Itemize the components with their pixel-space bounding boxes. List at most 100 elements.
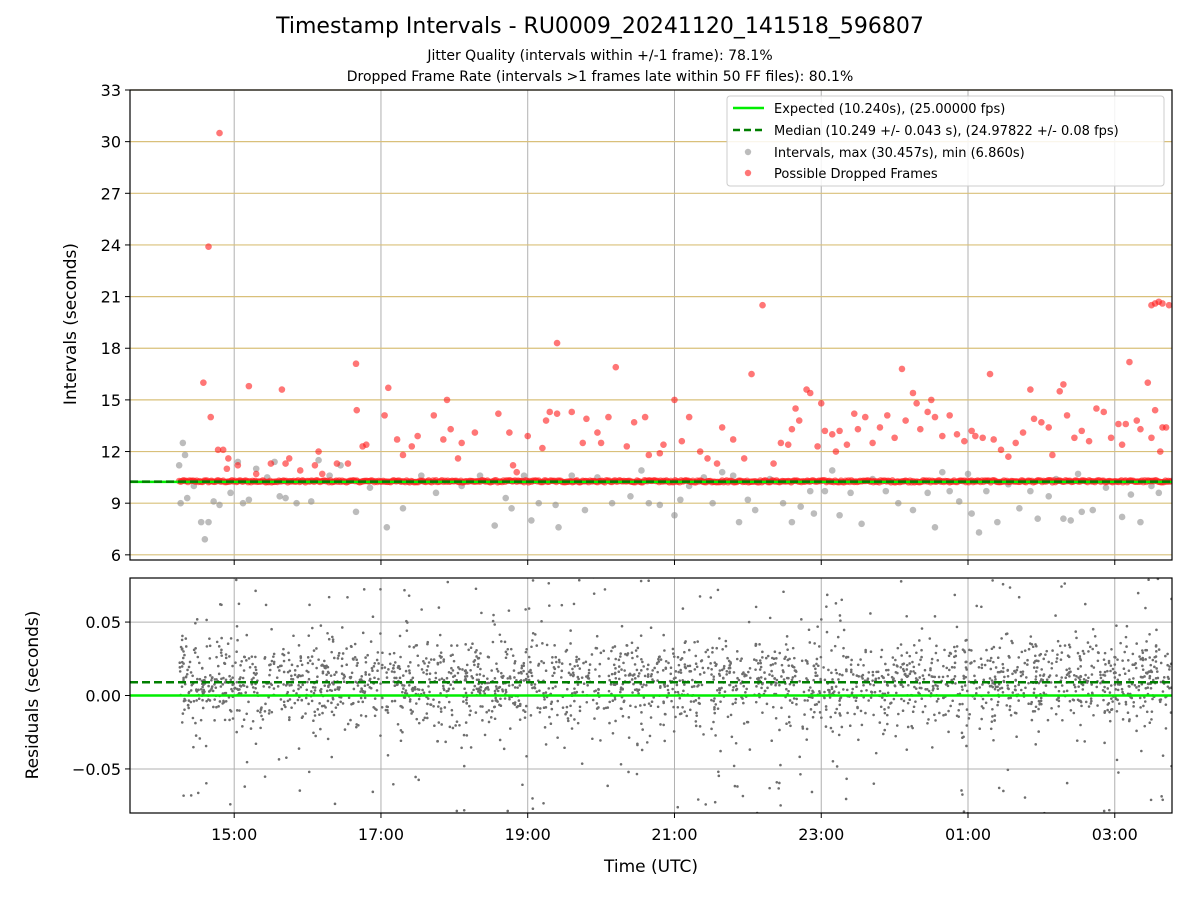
dropped-frame-point <box>207 413 215 421</box>
residual-point <box>1127 669 1131 673</box>
residual-point <box>607 657 610 660</box>
residual-point <box>927 718 930 721</box>
residual-point <box>1011 641 1014 645</box>
interval-point <box>931 523 939 531</box>
interval-point <box>656 501 664 509</box>
residual-point <box>377 662 380 665</box>
residual-point <box>210 678 213 682</box>
residual-point <box>592 592 596 595</box>
dropped-frame-point <box>939 432 946 440</box>
residual-point <box>803 713 806 716</box>
residual-point <box>1145 640 1148 643</box>
residual-point <box>1077 676 1080 679</box>
residual-point <box>537 664 540 667</box>
residual-point <box>549 702 553 706</box>
interval-point <box>645 499 653 507</box>
residual-point <box>1157 648 1161 651</box>
residual-point <box>465 701 468 705</box>
legend-intervals-swatch <box>744 148 752 156</box>
residual-point <box>1148 632 1151 636</box>
residual-point <box>412 688 416 691</box>
residual-point <box>566 717 570 720</box>
residual-point <box>773 650 777 654</box>
residual-point <box>355 725 358 729</box>
residual-point <box>479 685 483 689</box>
residual-point <box>340 657 344 660</box>
residual-point <box>305 688 309 692</box>
residual-point <box>936 697 940 701</box>
residual-point <box>593 717 596 720</box>
residual-point <box>623 669 626 672</box>
residual-point <box>627 716 631 719</box>
interval-point <box>1078 508 1086 516</box>
residual-point <box>709 596 713 599</box>
residual-point <box>905 651 909 655</box>
residual-point <box>650 672 653 676</box>
interval-point <box>491 522 499 529</box>
residual-point <box>301 683 304 687</box>
residual-point <box>698 673 702 676</box>
dropped-frame-point <box>384 384 392 392</box>
residual-point <box>377 677 380 681</box>
x-tick-label: 17:00 <box>358 825 404 844</box>
residual-point <box>679 668 682 672</box>
residual-point <box>908 672 912 676</box>
residual-point <box>1050 706 1053 710</box>
residual-point <box>883 680 887 683</box>
residual-point <box>305 669 309 673</box>
residual-point <box>1067 672 1071 675</box>
residual-point <box>636 646 640 650</box>
residual-point <box>495 662 498 665</box>
residual-point <box>1073 685 1077 689</box>
residual-point <box>659 723 662 726</box>
residual-point <box>1068 645 1072 649</box>
residual-point <box>295 692 298 695</box>
residual-point <box>727 666 731 670</box>
residual-point <box>250 655 254 658</box>
dropped-frame-point <box>381 412 388 419</box>
residual-point <box>833 644 837 648</box>
residual-point <box>989 727 993 731</box>
residual-point <box>582 661 585 665</box>
residual-point <box>415 702 418 705</box>
residual-point <box>1103 741 1106 745</box>
dropped-frame-point <box>311 462 319 469</box>
dropped-frame-point <box>579 439 587 447</box>
residual-point <box>791 701 794 705</box>
residual-point <box>1055 660 1058 664</box>
residual-point <box>1047 660 1051 664</box>
residual-point <box>504 650 508 654</box>
dropped-frame-point <box>399 451 407 459</box>
residual-point <box>711 651 714 654</box>
residual-point <box>775 657 778 660</box>
residual-point <box>1056 639 1060 643</box>
dropped-frame-point <box>869 439 876 447</box>
residual-point <box>748 748 752 751</box>
residual-point <box>463 687 466 691</box>
residual-point <box>659 684 662 688</box>
residual-point <box>493 689 497 693</box>
residual-point <box>696 640 699 643</box>
residual-point <box>479 705 482 708</box>
residual-point <box>1075 674 1078 678</box>
residual-point <box>357 700 360 704</box>
residual-point <box>813 642 816 645</box>
residual-point <box>728 683 731 687</box>
residual-point <box>325 673 328 677</box>
residual-point <box>326 631 329 635</box>
residual-point <box>712 720 715 724</box>
interval-point <box>983 487 990 495</box>
residual-point <box>787 676 790 680</box>
residual-point <box>317 658 320 661</box>
residual-point <box>826 688 830 692</box>
residual-point <box>458 667 461 671</box>
residual-point <box>1164 654 1167 658</box>
residual-point <box>894 691 898 695</box>
residual-point <box>207 684 210 688</box>
residual-point <box>844 797 848 801</box>
residual-point <box>182 650 185 653</box>
residual-point <box>304 712 307 715</box>
residual-point <box>924 688 927 691</box>
residual-point <box>1038 653 1041 657</box>
